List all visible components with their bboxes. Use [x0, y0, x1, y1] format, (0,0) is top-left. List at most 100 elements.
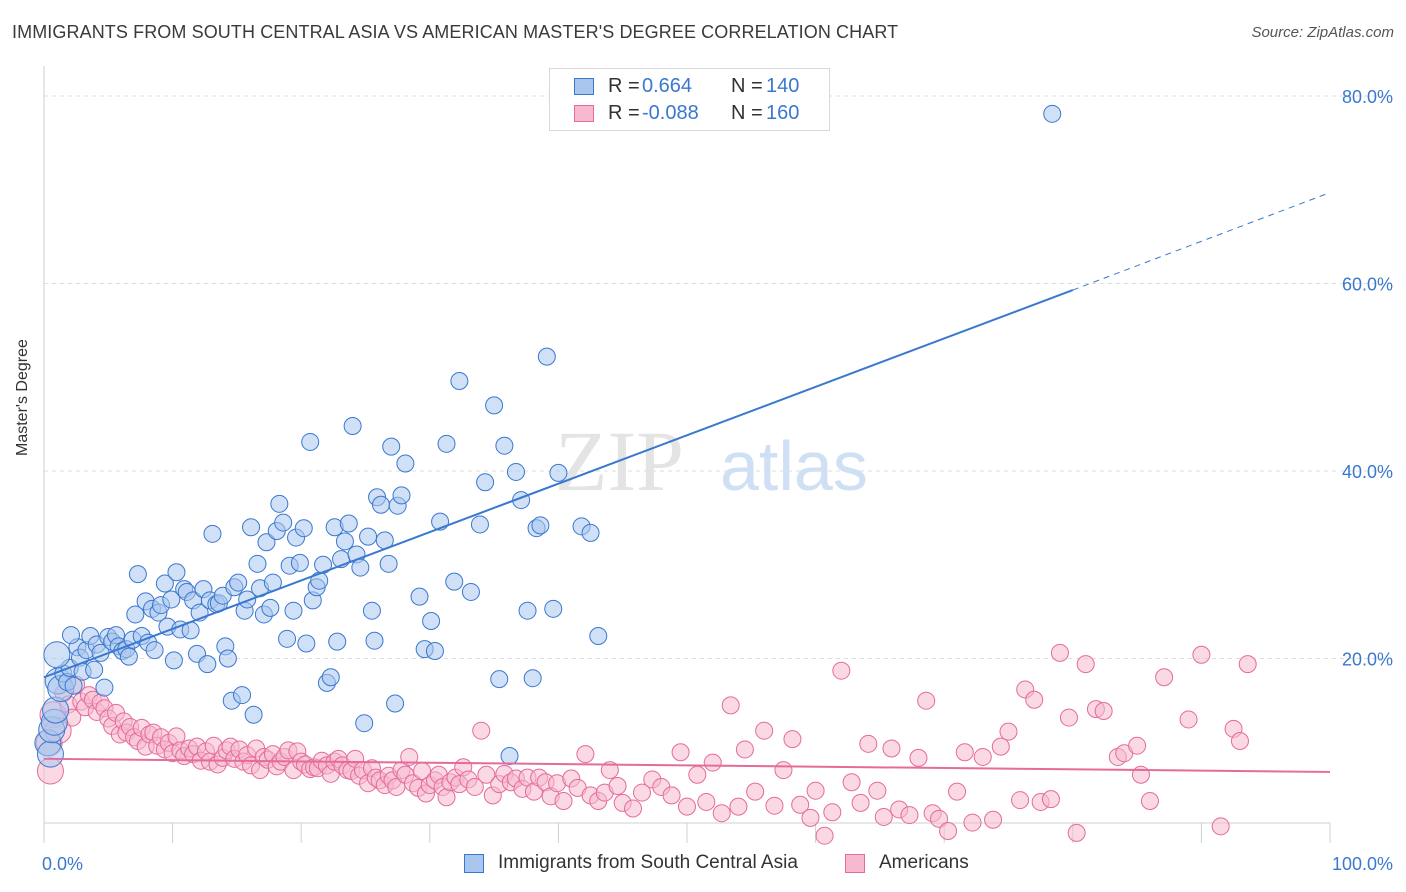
data-point [703, 753, 722, 772]
data-point [386, 694, 405, 713]
data-point [765, 796, 784, 815]
data-point [939, 822, 958, 840]
data-point [1179, 710, 1198, 729]
legend-swatch-pink [845, 854, 865, 873]
data-point [218, 649, 237, 668]
data-point [662, 786, 681, 805]
data-point [900, 806, 919, 825]
y-tick-labels: 20.0% 40.0% 60.0% 80.0% [1342, 87, 1393, 670]
y-axis-label: Master's Degree [14, 339, 31, 456]
data-point [851, 793, 870, 812]
data-point [576, 745, 595, 764]
data-point [437, 788, 456, 807]
data-point [362, 601, 381, 620]
data-point [1059, 708, 1078, 727]
data-point [297, 634, 316, 653]
data-point [410, 587, 429, 606]
data-point [461, 582, 480, 601]
trend-lines [43, 192, 1331, 773]
data-point [746, 782, 765, 801]
data-point [36, 740, 64, 768]
data-point [755, 721, 774, 740]
data-point [343, 417, 362, 435]
data-point [425, 642, 444, 660]
data-point [1011, 791, 1030, 810]
data-point [500, 747, 519, 765]
trend-line-americans [43, 757, 1331, 773]
data-point [198, 655, 217, 674]
data-point [119, 647, 138, 666]
data-point [999, 722, 1018, 741]
data-point [339, 514, 358, 533]
data-point [257, 533, 276, 552]
legend-label: Immigrants from South Central Asia [498, 852, 798, 873]
data-point [506, 462, 525, 481]
data-point [450, 372, 469, 390]
x-tick-label: 100.0% [1332, 854, 1393, 874]
data-point [371, 495, 390, 514]
data-point [783, 730, 802, 749]
data-point [806, 781, 825, 800]
data-point [495, 436, 514, 455]
data-point [351, 558, 370, 577]
data-point [984, 810, 1003, 829]
data-point [485, 396, 504, 415]
data-point [301, 432, 320, 451]
data-point [909, 748, 928, 767]
data-point [476, 473, 495, 492]
data-point [842, 773, 861, 792]
data-point [229, 573, 248, 592]
data-point [233, 686, 252, 705]
data-point [1050, 643, 1069, 662]
data-point [387, 777, 406, 796]
data-point [164, 651, 183, 670]
data-point [955, 743, 974, 762]
data-point [531, 516, 550, 535]
data-point [518, 601, 537, 620]
data-point [774, 761, 793, 780]
y-tick-label: 40.0% [1342, 462, 1393, 482]
data-point [490, 670, 509, 689]
r-value: -0.088 [642, 102, 699, 124]
x-tick-label: 0.0% [42, 854, 83, 874]
r-label: R = [608, 102, 640, 124]
data-point [162, 590, 181, 609]
data-point [815, 826, 834, 845]
x-tick-labels: 0.0% 100.0% [42, 854, 1393, 874]
data-point [735, 740, 754, 759]
data-point [359, 527, 378, 546]
data-point [554, 792, 573, 810]
data-point [472, 721, 491, 740]
legend-label: Americans [879, 852, 969, 873]
source-label: Source: ZipAtlas.com [1251, 24, 1394, 41]
chart-title: IMMIGRANTS FROM SOUTH CENTRAL ASIA VS AM… [12, 22, 899, 42]
stats-swatch-blue [574, 78, 594, 95]
trend-line-immigrants [43, 289, 1074, 679]
data-point [422, 612, 441, 630]
data-point [823, 803, 842, 822]
y-tick-label: 60.0% [1342, 275, 1393, 295]
data-point [396, 454, 415, 473]
data-point [589, 627, 608, 645]
data-point [632, 783, 651, 802]
data-point [791, 795, 810, 814]
data-point [238, 590, 257, 609]
data-point [278, 629, 297, 648]
data-point [382, 437, 401, 456]
data-point [477, 765, 496, 784]
data-point [1192, 645, 1211, 664]
data-point [973, 747, 992, 766]
data-point [465, 777, 484, 796]
data-point [874, 807, 893, 826]
data-point [274, 513, 293, 532]
data-point [544, 599, 563, 618]
data-point [261, 598, 280, 617]
grid-lines [44, 95, 1394, 659]
data-point [608, 777, 627, 795]
data-point [688, 765, 707, 784]
data-point [95, 678, 114, 697]
data-point [832, 661, 851, 680]
axes [43, 66, 1331, 843]
data-point [145, 641, 164, 660]
data-point [62, 626, 81, 645]
